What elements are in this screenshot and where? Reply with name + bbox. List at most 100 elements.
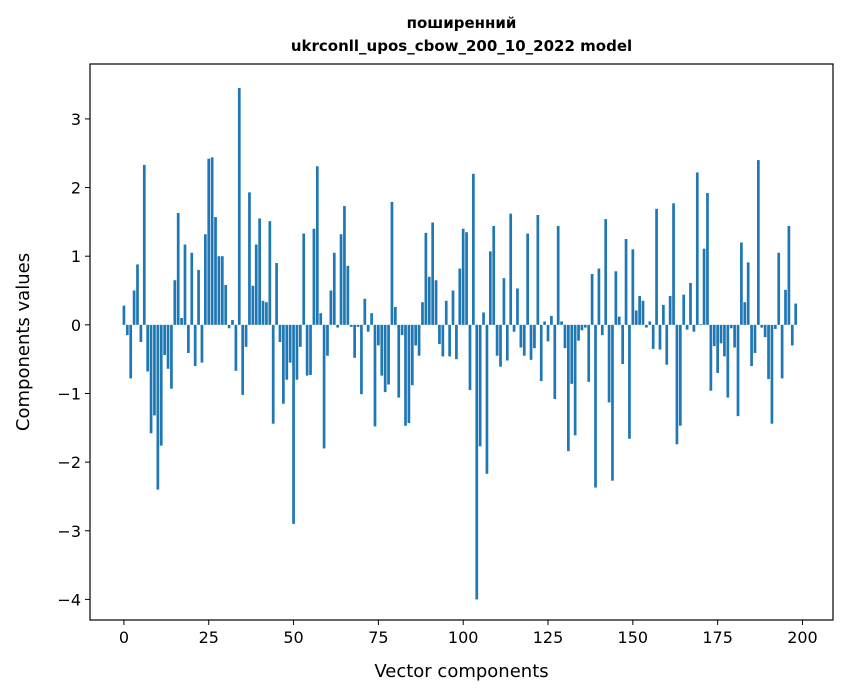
x-tick-label: 75 — [368, 628, 388, 647]
bar — [180, 317, 183, 325]
bar — [292, 324, 295, 524]
bar — [526, 233, 530, 325]
y-tick-label: −3 — [57, 522, 81, 541]
bar — [790, 324, 794, 346]
bar — [298, 324, 302, 347]
bar — [203, 234, 207, 325]
bar — [675, 324, 679, 445]
bar — [451, 290, 455, 325]
bar — [529, 324, 533, 360]
bar — [142, 164, 146, 325]
bar — [546, 324, 550, 342]
bar — [492, 226, 496, 325]
bar — [651, 324, 655, 349]
bar — [448, 324, 451, 357]
bar — [390, 201, 394, 325]
bar — [746, 262, 750, 325]
bar — [760, 324, 764, 328]
bar — [580, 324, 584, 331]
bar — [682, 294, 686, 325]
bar — [400, 324, 404, 336]
bar — [617, 316, 621, 325]
bar — [628, 324, 631, 439]
bar — [248, 192, 251, 325]
bar — [499, 324, 502, 367]
bar — [122, 305, 126, 325]
bar — [787, 226, 791, 325]
x-tick-label: 25 — [199, 628, 219, 647]
bar — [200, 324, 204, 363]
bar — [502, 278, 506, 325]
bar — [244, 324, 248, 347]
bar — [261, 300, 265, 325]
y-tick-label: 3 — [71, 110, 81, 129]
bar — [214, 217, 217, 325]
bar — [322, 324, 326, 449]
bar — [461, 228, 465, 325]
bar — [404, 324, 407, 426]
bar — [434, 280, 438, 325]
y-axis-ticks: −4 −3 −2 −1 0 1 2 3 — [57, 110, 90, 609]
bar — [600, 324, 604, 336]
bar — [750, 324, 753, 367]
bar — [258, 218, 261, 325]
bar — [366, 324, 370, 332]
bar — [332, 252, 336, 325]
bar — [363, 298, 367, 325]
bar — [312, 228, 316, 325]
y-tick-label: −4 — [57, 590, 81, 609]
bar — [485, 324, 489, 474]
bar — [254, 244, 258, 325]
bar — [265, 302, 268, 325]
bar — [377, 324, 380, 346]
bar — [519, 324, 523, 348]
bar — [397, 324, 401, 398]
bar — [658, 324, 662, 350]
x-tick-label: 175 — [702, 628, 733, 647]
bar — [729, 324, 733, 329]
bar — [641, 300, 645, 325]
bar — [295, 324, 299, 380]
bar — [726, 324, 730, 398]
bar — [648, 321, 652, 325]
bar — [288, 324, 292, 363]
bar — [662, 304, 665, 325]
bar — [159, 324, 163, 446]
bar — [478, 324, 482, 447]
x-tick-label: 200 — [787, 628, 818, 647]
bar — [773, 324, 777, 329]
bar — [183, 244, 187, 325]
bar — [509, 213, 513, 325]
bar — [146, 324, 150, 372]
bar — [241, 324, 245, 395]
bar — [709, 324, 713, 391]
bar — [268, 221, 272, 325]
bar — [427, 276, 431, 325]
bar — [573, 324, 577, 436]
bar — [634, 310, 638, 325]
bar — [343, 206, 346, 325]
bar — [716, 324, 719, 373]
y-tick-label: 0 — [71, 316, 81, 335]
bar — [763, 324, 767, 338]
bar — [638, 296, 641, 325]
bar — [512, 324, 516, 332]
bar — [583, 324, 587, 328]
bar — [695, 172, 699, 325]
bar — [631, 249, 635, 325]
bar — [458, 268, 462, 325]
bar — [156, 324, 160, 490]
bar — [655, 208, 658, 325]
bar — [197, 269, 200, 325]
bar — [380, 324, 384, 376]
bar — [285, 324, 289, 380]
bar — [163, 324, 166, 356]
bar — [794, 303, 798, 325]
chart-title-line-1: поширенний — [407, 14, 517, 32]
bar — [740, 242, 743, 325]
bar — [550, 315, 553, 325]
bar — [692, 324, 696, 332]
bar — [556, 226, 560, 325]
bar — [227, 324, 231, 329]
bar — [665, 324, 669, 365]
